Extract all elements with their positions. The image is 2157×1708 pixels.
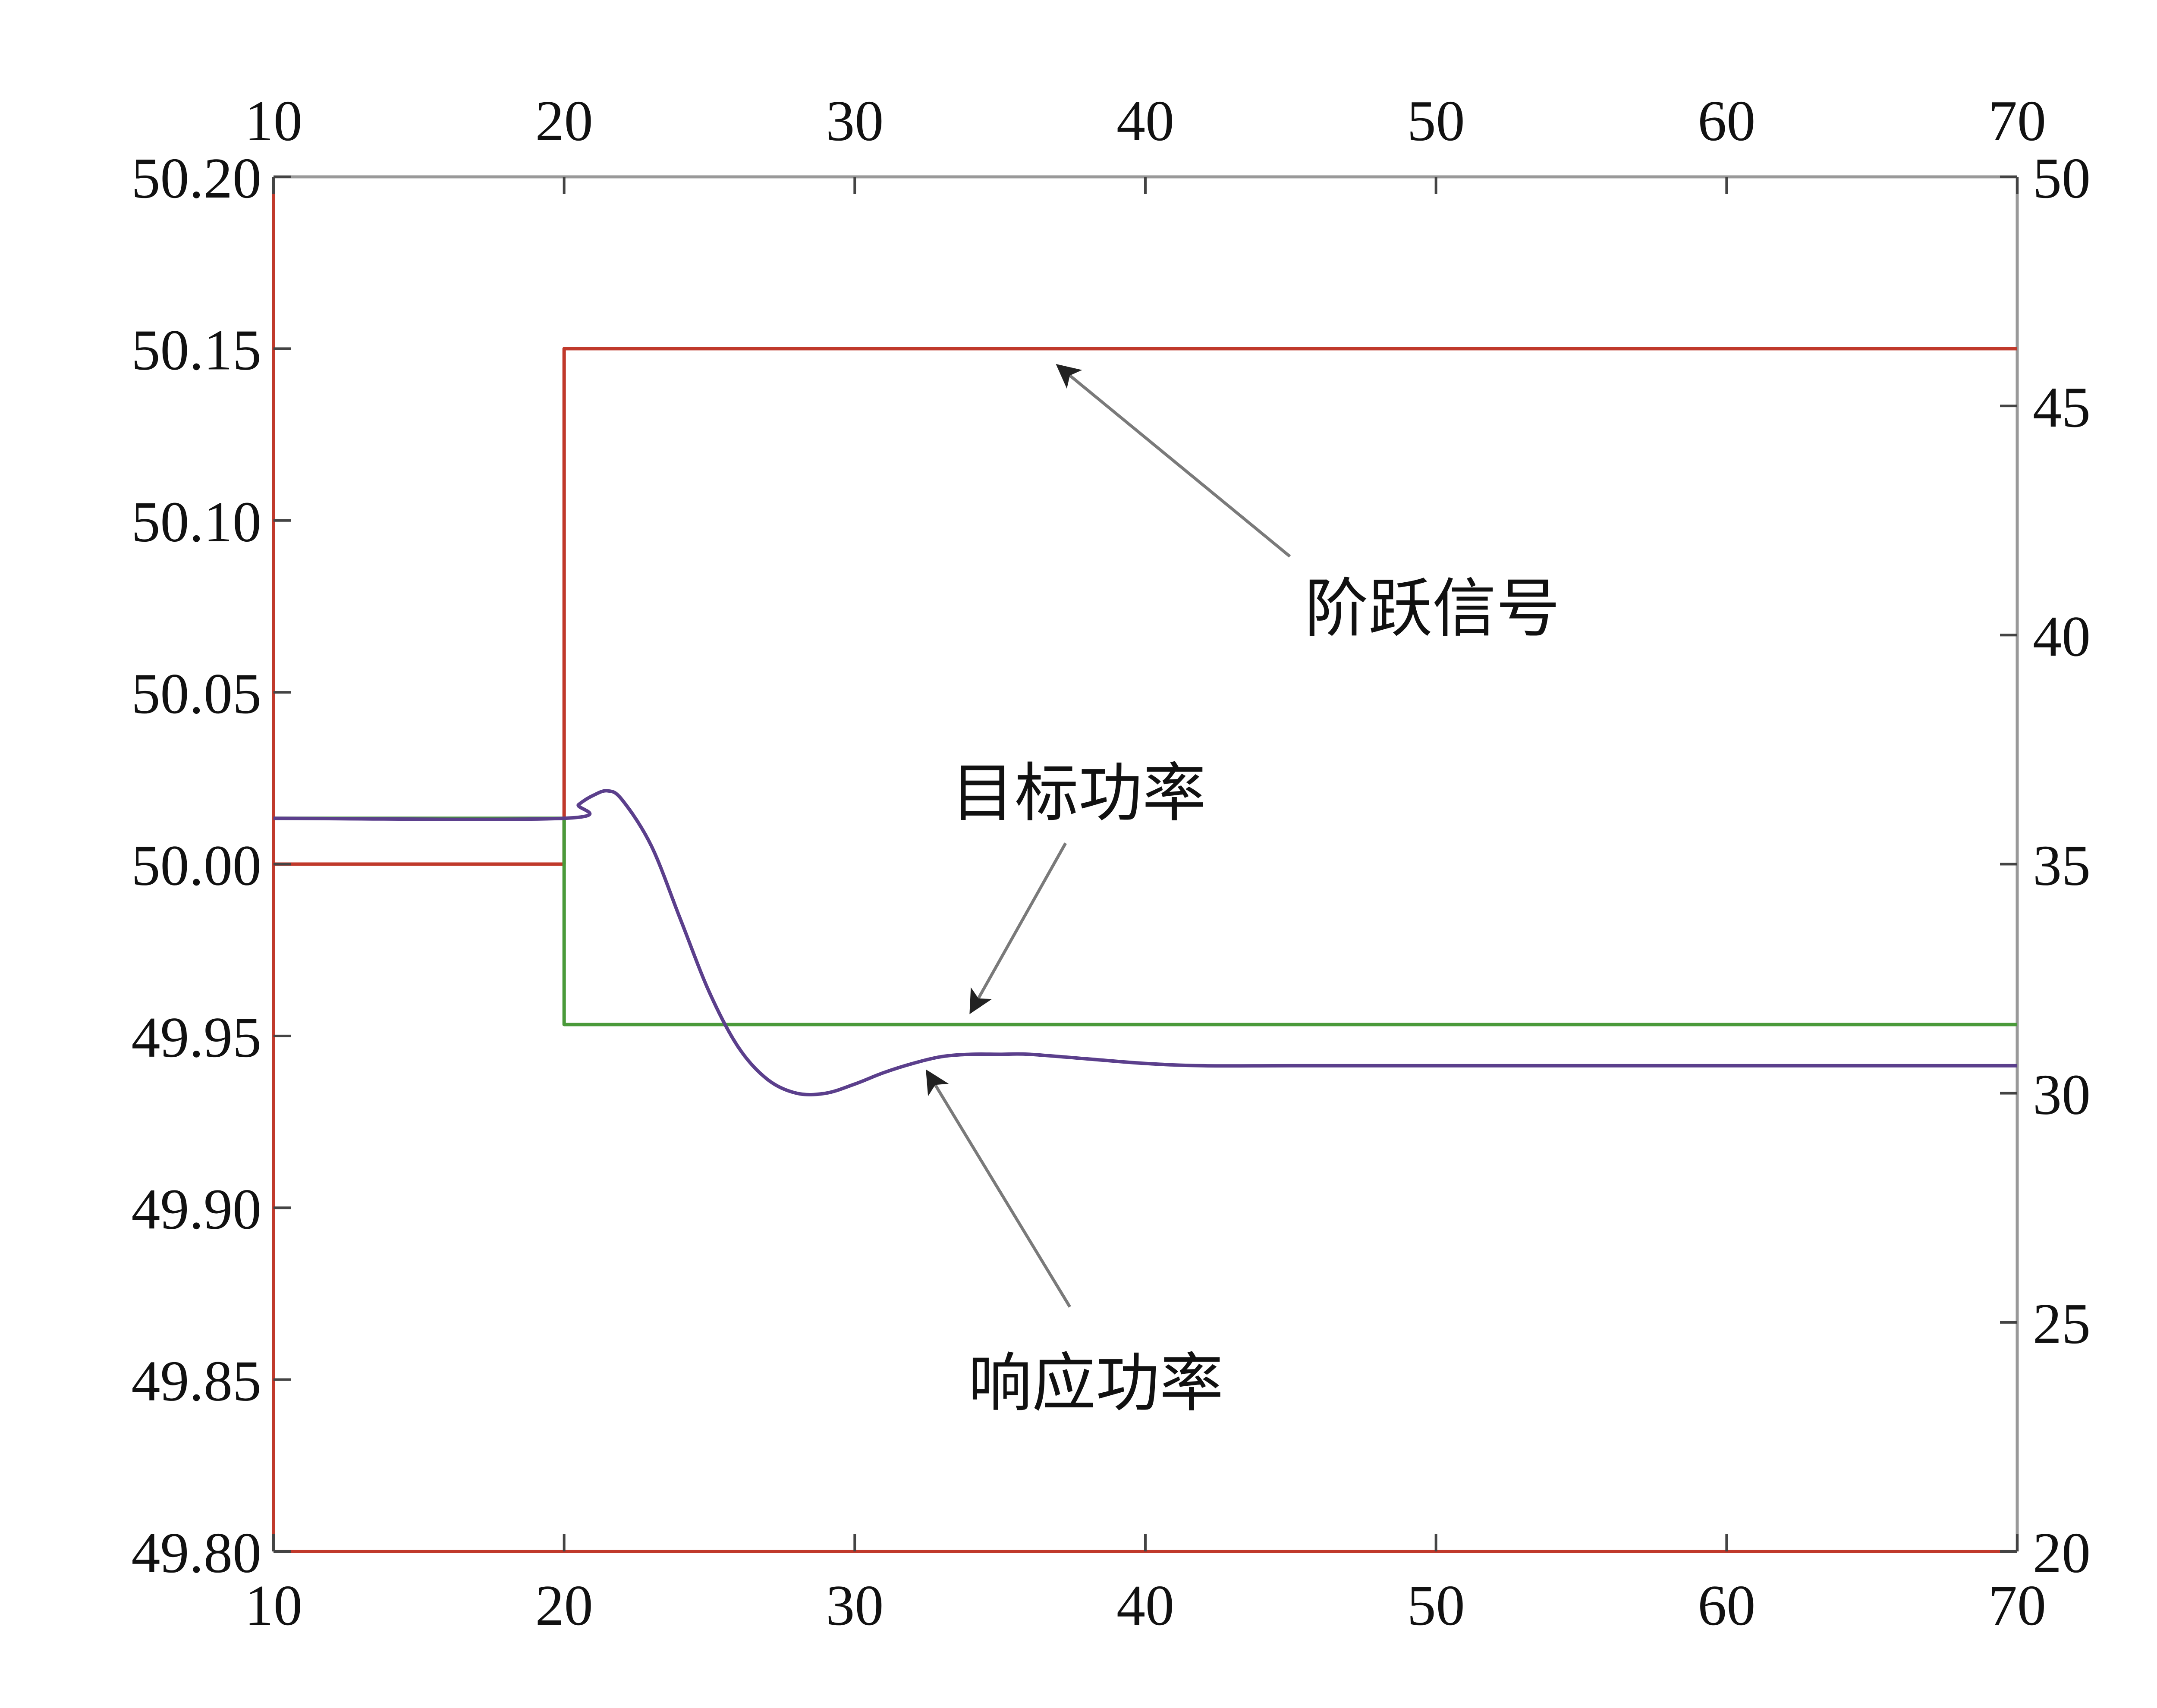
y-tick-label-right-1: 25	[2033, 1292, 2091, 1356]
annotation-arrow-2	[926, 1069, 1071, 1308]
series-layer	[273, 347, 2017, 1097]
y-tick-label-left-4: 50.00	[132, 834, 262, 898]
series-line-1	[274, 816, 2017, 1027]
x-tick-label-bottom-1: 20	[535, 1573, 593, 1637]
x-tick-label-top-1: 20	[535, 89, 593, 153]
annotation-arrow-0	[1056, 364, 1291, 558]
y-tick-label-left-5: 50.05	[132, 662, 262, 725]
x-tick-label-bottom-3: 40	[1116, 1573, 1174, 1637]
y-tick-label-right-4: 40	[2033, 604, 2091, 668]
x-tick-label-top-3: 40	[1116, 89, 1174, 153]
x-tick-label-top-4: 50	[1407, 89, 1465, 153]
annotation-label-1: 目标功率	[951, 756, 1206, 830]
x-tick-label-top-2: 30	[826, 89, 884, 153]
y-tick-label-left-8: 50.20	[132, 146, 262, 210]
annotation-label-2: 响应功率	[968, 1346, 1223, 1420]
x-tick-label-bottom-0: 10	[245, 1573, 302, 1637]
annotation-label-0: 阶跃信号	[1305, 571, 1560, 646]
x-tick-label-top-6: 70	[1988, 89, 2046, 153]
series-line-2	[273, 789, 2017, 1097]
x-tick-label-top-5: 60	[1698, 89, 1755, 153]
series-line-0	[274, 347, 2017, 866]
y-tick-label-right-6: 50	[2033, 146, 2091, 210]
tick-layer: 10 10 20 20 30 30 40 40 50 50 60 60 70 70 49.80 49.85 49…	[132, 89, 2091, 1637]
y-tick-label-right-3: 35	[2033, 834, 2091, 898]
x-tick-label-bottom-4: 50	[1407, 1573, 1465, 1637]
x-tick-label-bottom-5: 60	[1698, 1573, 1755, 1637]
y-tick-label-right-2: 30	[2033, 1063, 2091, 1127]
annotation-arrow-1	[969, 842, 1067, 1014]
annotation-arrows	[926, 364, 1291, 1308]
y-tick-label-left-0: 49.80	[132, 1521, 262, 1585]
x-tick-label-top-0: 10	[245, 89, 302, 153]
y-tick-label-left-6: 50.10	[132, 490, 262, 554]
y-tick-label-left-7: 50.15	[132, 318, 262, 382]
x-tick-label-bottom-6: 70	[1988, 1573, 2046, 1637]
y-tick-label-left-2: 49.90	[132, 1177, 262, 1241]
y-tick-label-left-3: 49.95	[132, 1005, 262, 1069]
y-tick-label-right-5: 45	[2033, 375, 2091, 439]
x-tick-label-bottom-2: 30	[826, 1573, 884, 1637]
y-tick-label-right-0: 20	[2033, 1521, 2091, 1585]
y-tick-label-left-1: 49.85	[132, 1349, 262, 1413]
